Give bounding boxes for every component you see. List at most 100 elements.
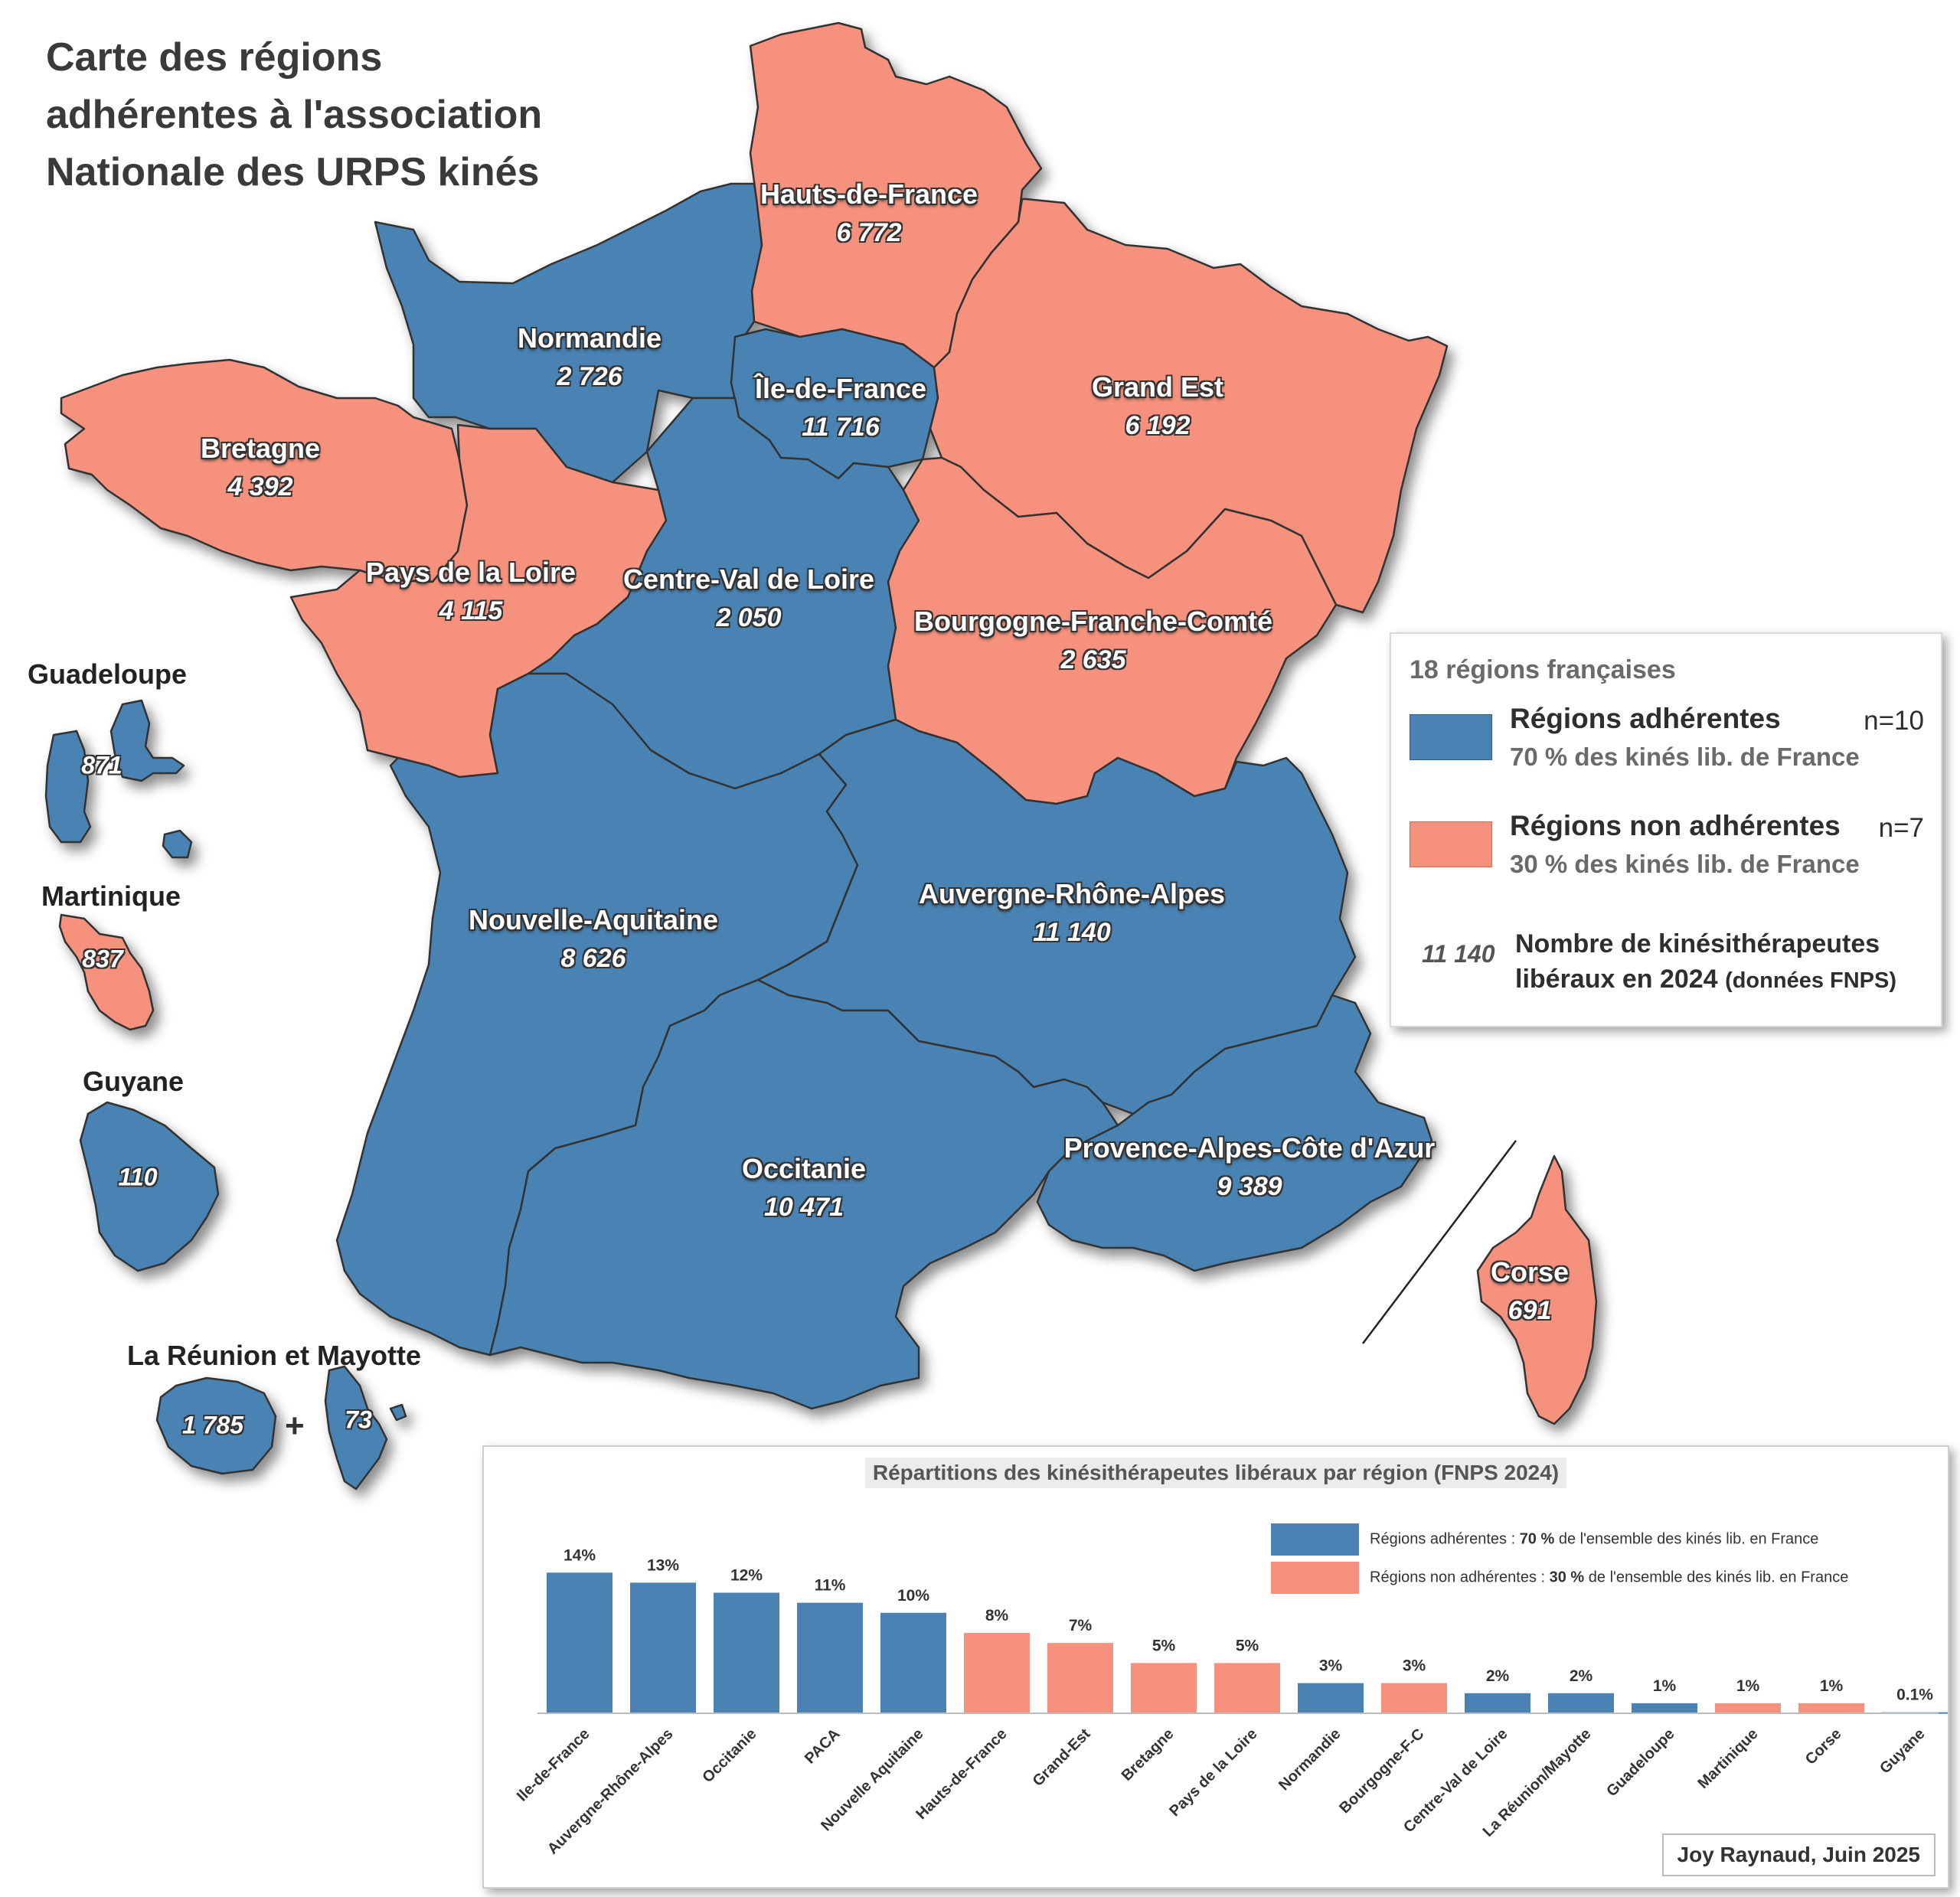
legend-non-adherent-count: n=7 [1878, 813, 1924, 843]
label-normandie: Normandie 2 726 [518, 322, 662, 398]
region-value: 2 050 [716, 603, 782, 632]
region-value: 9 389 [1217, 1172, 1282, 1201]
legend-example-value: 11 140 [1422, 940, 1495, 968]
bar-value-label: 7% [1069, 1617, 1093, 1634]
legend-description-line1: Nombre de kinésithérapeutes [1515, 929, 1880, 958]
legend-adherent-sub: 70 % des kinés lib. de France [1510, 743, 1860, 771]
bar [1798, 1703, 1864, 1713]
legend-description: Nombre de kinésithérapeutes libéraux en … [1515, 926, 1896, 998]
bar-value-label: 5% [1236, 1637, 1259, 1654]
chart-legend-non-adherent-bold: 30 % [1549, 1569, 1585, 1586]
bar-value-label: 2% [1570, 1667, 1593, 1685]
credit: Joy Raynaud, Juin 2025 [1661, 1833, 1936, 1876]
chart-legend-adherent: Régions adhérentes : 70 % de l'ensemble … [1271, 1523, 1818, 1556]
corse-separator-line [1362, 1140, 1517, 1344]
label-guyane-name: Guyane [83, 1066, 185, 1097]
category-label: Occitanie [699, 1726, 760, 1786]
bar [797, 1602, 863, 1713]
label-guyane-value: 110 [118, 1163, 158, 1191]
bar [714, 1592, 779, 1713]
map-title: Carte des régions adhérentes à l'associa… [46, 29, 542, 201]
bar [1715, 1703, 1781, 1713]
label-reunion-mayotte-name: La Réunion et Mayotte [127, 1340, 422, 1371]
bar-chart: 14%Ile-de-France13%Auvergne-Rhône-Alpes1… [514, 1546, 1948, 1858]
bar-value-label: 3% [1403, 1657, 1426, 1675]
bar-value-label: 8% [985, 1607, 1009, 1624]
label-occitanie: Occitanie 10 471 [742, 1152, 866, 1229]
region-name: Occitanie [741, 1153, 867, 1184]
region-corse[interactable] [1476, 1154, 1598, 1425]
region-mayotte[interactable] [324, 1365, 407, 1490]
legend-description-source: (données FNPS) [1725, 968, 1897, 993]
bar [880, 1612, 946, 1713]
region-name: Grand Est [1091, 371, 1224, 403]
label-reunion-value: 1 785 [181, 1411, 244, 1439]
region-name: Centre-Val de Loire [622, 563, 875, 595]
bar [1381, 1683, 1447, 1713]
label-centre-val-de-loire: Centre-Val de Loire 2 050 [623, 563, 874, 639]
region-value: 6 772 [836, 218, 902, 247]
region-reunion[interactable] [155, 1376, 277, 1475]
bar [547, 1572, 612, 1713]
legend-non-adherent-title: Régions non adhérentes [1510, 810, 1841, 841]
category-label: Normandie [1276, 1726, 1344, 1794]
region-name: Provence-Alpes-Côte d'Azur [1063, 1132, 1436, 1164]
bar-value-label: 2% [1486, 1667, 1510, 1685]
region-martinique[interactable] [58, 913, 155, 1031]
bar-value-label: 11% [815, 1577, 846, 1595]
region-name: Bretagne [200, 433, 321, 464]
bar-value-label: 5% [1152, 1637, 1176, 1654]
region-guyane[interactable] [79, 1101, 220, 1272]
region-value: 11 140 [1033, 918, 1111, 947]
region-value: 4 115 [439, 596, 503, 625]
region-name: Auvergne-Rhône-Alpes [918, 878, 1226, 909]
region-value: 6 192 [1125, 411, 1191, 440]
map-legend: 18 régions françaises Régions adhérentes… [1390, 632, 1942, 1027]
region-value: 8 626 [560, 944, 626, 973]
bar-value-label: 0.1% [1896, 1686, 1933, 1704]
legend-swatch-adherent [1410, 714, 1492, 760]
region-paca[interactable] [1036, 994, 1433, 1272]
region-occitanie[interactable] [488, 978, 1119, 1410]
label-pays-de-la-loire: Pays de la Loire 4 115 [366, 556, 576, 632]
chart-legend-swatch-non-adherent [1271, 1562, 1359, 1594]
bar [964, 1633, 1030, 1713]
bar [1214, 1663, 1280, 1713]
category-label: Bretagne [1119, 1726, 1178, 1784]
bar-value-label: 10% [897, 1587, 929, 1605]
region-name: Normandie [517, 322, 662, 354]
title-line-2: adhérentes à l'association [46, 93, 543, 137]
region-value: 2 726 [557, 362, 622, 391]
legend-description-line2: libéraux en 2024 [1515, 965, 1718, 994]
region-value: 11 716 [802, 413, 880, 442]
region-name: Nouvelle-Aquitaine [468, 904, 719, 935]
category-label: Martinique [1694, 1726, 1761, 1792]
bar [1632, 1703, 1697, 1713]
chart-legend-non-adherent-post: de l'ensemble des kinés lib. en France [1584, 1569, 1849, 1586]
category-label: Bourgogne-F-C [1336, 1726, 1427, 1817]
region-value: 691 [1508, 1296, 1552, 1325]
label-martinique-value: 837 [82, 945, 123, 973]
label-paca: Provence-Alpes-Côte d'Azur 9 389 [1064, 1131, 1436, 1208]
category-label: Pays de la Loire [1166, 1726, 1260, 1820]
region-name: Bourgogne-Franche-Comté [914, 606, 1272, 637]
bar-value-label: 13% [647, 1556, 679, 1574]
title-line-1: Carte des régions [46, 35, 383, 80]
bar [630, 1582, 696, 1713]
label-mayotte-value: 73 [345, 1406, 372, 1434]
label-ile-de-france: Île-de-France 11 716 [755, 372, 926, 449]
chart-title-wrap: Répartitions des kinésithérapeutes libér… [484, 1458, 1948, 1488]
label-martinique-name: Martinique [41, 880, 181, 912]
bar [1465, 1693, 1530, 1713]
label-grand-est: Grand Est 6 192 [1092, 371, 1223, 447]
region-guadeloupe[interactable] [44, 699, 193, 859]
bar [1131, 1663, 1197, 1713]
label-bretagne: Bretagne 4 392 [201, 432, 320, 508]
chart-legend-adherent-post: de l'ensemble des kinés lib. en France [1554, 1530, 1819, 1548]
title-line-3: Nationale des URPS kinés [46, 150, 540, 194]
label-guadeloupe-name: Guadeloupe [28, 658, 188, 690]
legend-adherent-title: Régions adhérentes [1510, 703, 1781, 734]
region-value: 4 392 [227, 472, 293, 501]
legend-swatch-non-adherent [1410, 821, 1492, 867]
